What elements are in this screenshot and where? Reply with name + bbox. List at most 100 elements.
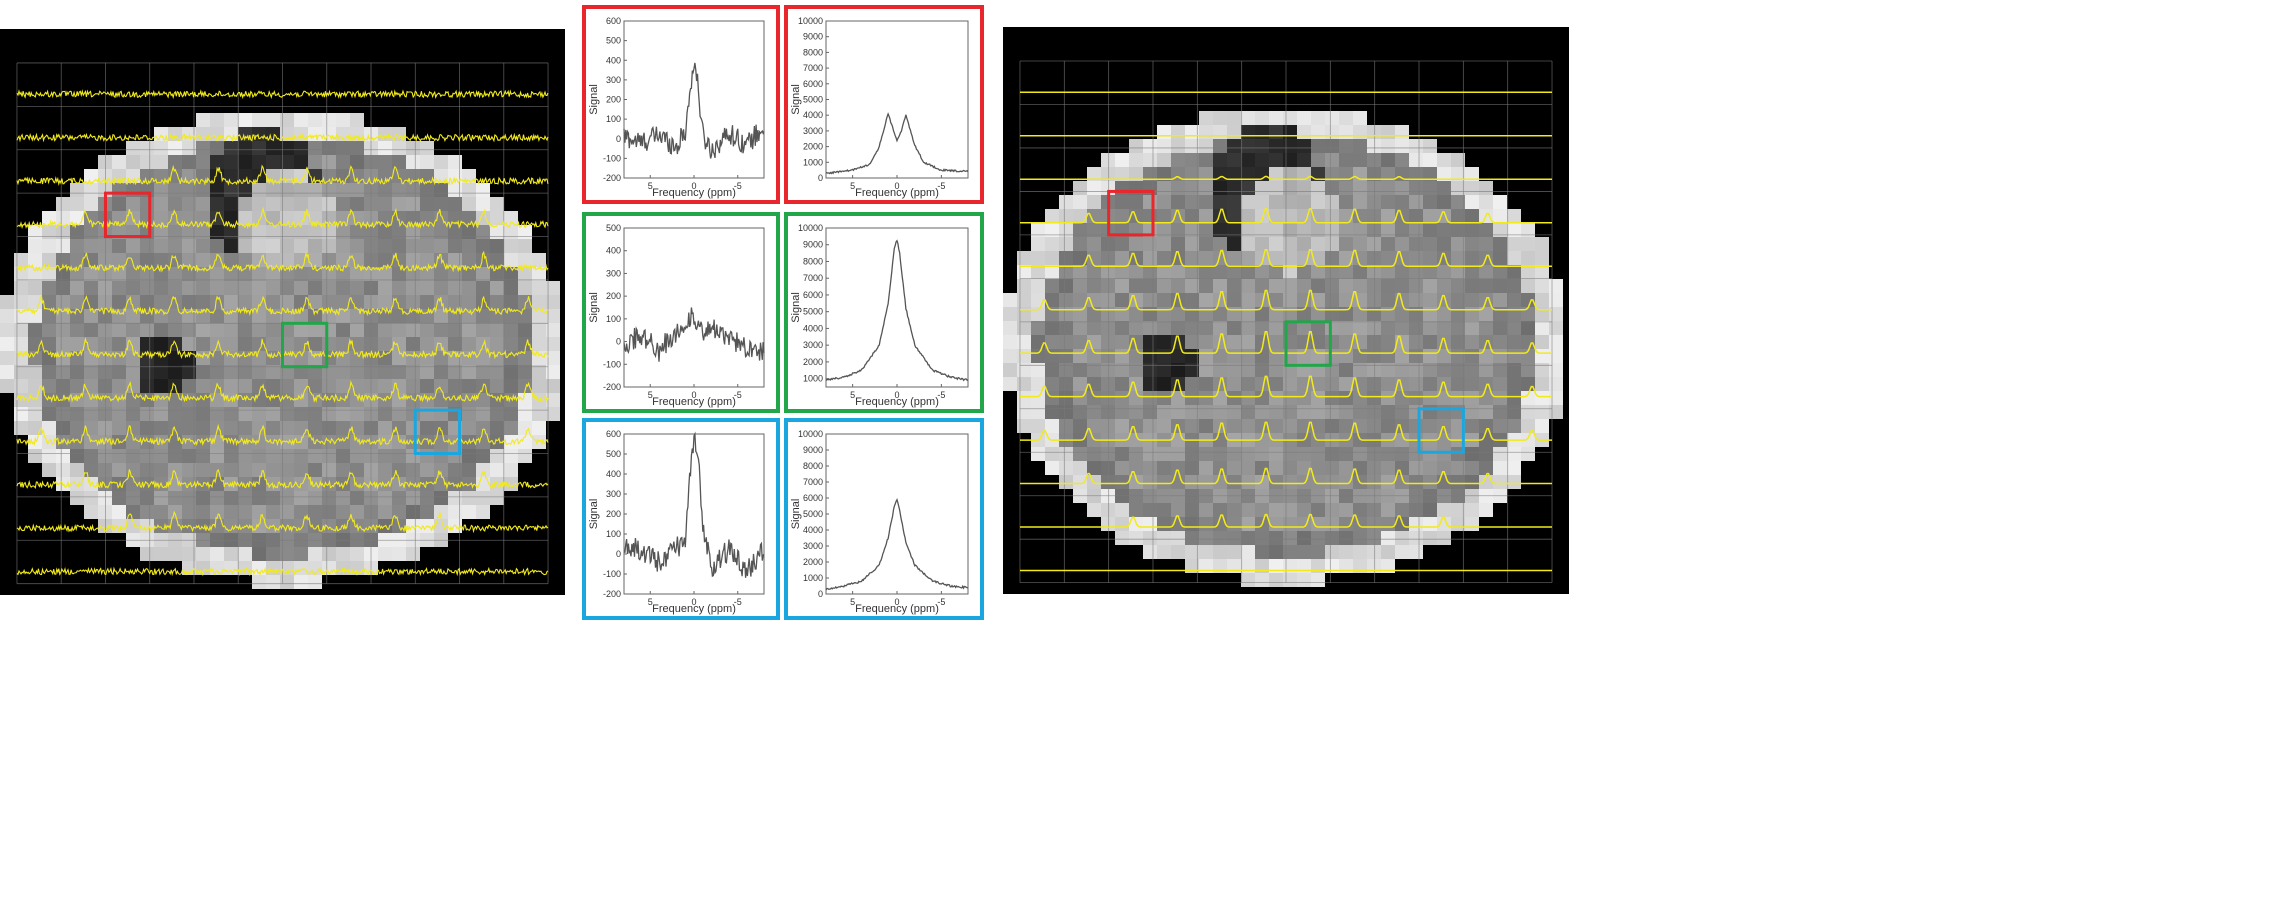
spectrum-line — [623, 307, 765, 362]
y-tick-label: -100 — [603, 153, 621, 163]
y-tick-label: 3000 — [803, 541, 823, 551]
x-tick-label: 5 — [648, 390, 653, 400]
y-tick-label: 0 — [616, 549, 621, 559]
plot-frame — [825, 227, 969, 388]
y-tick-label: 500 — [606, 223, 621, 233]
y-tick-label: 500 — [606, 449, 621, 459]
y-axis-label: Signal — [790, 499, 802, 530]
plot-frame — [623, 227, 765, 388]
voxel-box-blue — [1417, 407, 1465, 454]
x-tick-label: 0 — [894, 390, 899, 400]
y-tick-label: 6000 — [803, 493, 823, 503]
y-tick-label: -200 — [603, 589, 621, 599]
y-tick-label: 2000 — [803, 357, 823, 367]
plot-frame — [825, 20, 969, 179]
spectrum-chart: 1000090008000700060005000400030002000100… — [790, 16, 969, 199]
x-axis-label: Frequency (ppm) — [652, 396, 736, 408]
spectrum-panel-blue-right: 10000 9000 8000 7000 6000 5000 4000 3000 2000 100… — [784, 418, 984, 620]
y-axis-label: Signal — [588, 84, 600, 115]
y-tick-label: 0 — [818, 173, 823, 183]
spectrum-line — [825, 239, 969, 382]
x-tick-label: -5 — [734, 390, 742, 400]
y-tick-label: 8000 — [803, 256, 823, 266]
y-tick-label: 3000 — [803, 126, 823, 136]
y-tick-label: 4000 — [803, 323, 823, 333]
spectrum-line — [825, 112, 969, 175]
mri-left-spectra-grid — [0, 62, 560, 589]
plot-frame — [825, 433, 969, 595]
y-tick-label: -100 — [603, 569, 621, 579]
x-tick-label: 0 — [691, 181, 696, 191]
y-tick-label: 0 — [616, 134, 621, 144]
y-tick-label: 6000 — [803, 79, 823, 89]
spectrum-panel-red-left: 600 500 400 300 200 100 0 -100 -200 5 0 -5 Frequency… — [582, 5, 780, 204]
y-tick-label: 300 — [606, 489, 621, 499]
y-tick-label: 10000 — [798, 223, 823, 233]
y-tick-label: 7000 — [803, 273, 823, 283]
spectrum-panel-green-right: 10000 9000 8000 7000 6000 5000 4000 3000 2000 100… — [784, 212, 984, 413]
x-tick-label: -5 — [734, 181, 742, 191]
y-tick-label: 9000 — [803, 240, 823, 250]
x-tick-label: 0 — [691, 597, 696, 607]
x-axis-label: Frequency (ppm) — [855, 603, 939, 615]
y-tick-label: 3000 — [803, 340, 823, 350]
y-tick-label: 2000 — [803, 142, 823, 152]
y-tick-label: 0 — [818, 589, 823, 599]
y-tick-label: 10000 — [798, 16, 823, 26]
x-tick-label: 5 — [850, 597, 855, 607]
y-tick-label: 9000 — [803, 445, 823, 455]
spectrum-panel-red-right: 10000 9000 8000 7000 6000 5000 4000 3000 2000 100… — [784, 5, 984, 204]
y-axis-label: Signal — [588, 292, 600, 323]
x-tick-label: 5 — [648, 597, 653, 607]
x-axis-label: Frequency (ppm) — [855, 396, 939, 408]
voxel-box-green — [1284, 320, 1332, 367]
y-tick-label: 1000 — [803, 157, 823, 167]
y-tick-label: 4000 — [803, 110, 823, 120]
y-tick-label: 4000 — [803, 525, 823, 535]
spectrum-line — [623, 62, 765, 159]
mri-anatomy — [0, 113, 560, 589]
y-tick-label: 5000 — [803, 509, 823, 519]
y-tick-label: 8000 — [803, 461, 823, 471]
y-tick-label: 8000 — [803, 47, 823, 57]
y-axis-label: Signal — [790, 292, 802, 323]
spectrum-chart: 600 500 400 300 200 100 0 -100 -200 5 0 -5Frequency… — [588, 429, 765, 615]
spectrum-line — [825, 497, 969, 591]
y-tick-label: 0 — [616, 337, 621, 347]
x-axis-label: Frequency (ppm) — [855, 187, 939, 199]
voxel-grid — [16, 62, 549, 585]
y-tick-label: -200 — [603, 382, 621, 392]
spectrum-chart: 1000090008000700060005000400030002000100… — [790, 223, 969, 408]
y-tick-label: 10000 — [798, 429, 823, 439]
y-tick-label: 200 — [606, 95, 621, 105]
y-tick-label: 600 — [606, 429, 621, 439]
mri-left-image — [0, 29, 565, 595]
y-tick-label: 600 — [606, 16, 621, 26]
voxel-box-green — [281, 321, 329, 369]
y-tick-label: 9000 — [803, 32, 823, 42]
spectrum-chart: 600 500 400 300 200 100 0 -100 -200 5 0 -5Frequency… — [588, 16, 765, 199]
x-tick-label: 5 — [850, 181, 855, 191]
y-tick-label: 400 — [606, 469, 621, 479]
x-tick-label: -5 — [937, 390, 945, 400]
x-axis-label: Frequency (ppm) — [652, 603, 736, 615]
y-tick-label: 200 — [606, 291, 621, 301]
y-axis-label: Signal — [790, 84, 802, 115]
y-tick-label: 2000 — [803, 557, 823, 567]
y-tick-label: 100 — [606, 529, 621, 539]
mri-right-spectra-grid — [1003, 60, 1563, 587]
y-tick-label: 400 — [606, 246, 621, 256]
y-tick-label: 300 — [606, 268, 621, 278]
x-axis-label: Frequency (ppm) — [652, 187, 736, 199]
y-tick-label: 5000 — [803, 95, 823, 105]
y-tick-label: 7000 — [803, 63, 823, 73]
x-tick-label: 0 — [894, 597, 899, 607]
plot-frame — [623, 20, 765, 179]
y-tick-label: 200 — [606, 509, 621, 519]
y-axis-label: Signal — [588, 499, 600, 530]
y-tick-label: 400 — [606, 55, 621, 65]
voxel-box-red — [1107, 189, 1155, 237]
x-tick-label: 5 — [648, 181, 653, 191]
x-tick-label: 5 — [850, 390, 855, 400]
y-tick-label: 300 — [606, 75, 621, 85]
